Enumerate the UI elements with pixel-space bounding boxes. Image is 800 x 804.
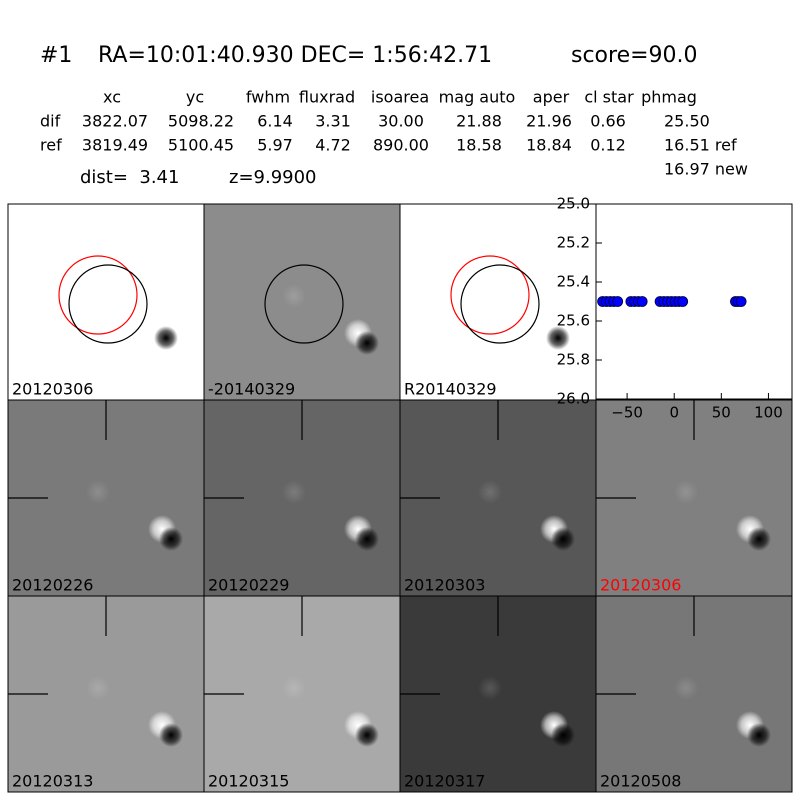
faint-source — [674, 480, 698, 504]
faint-source — [282, 480, 306, 504]
star-neg — [747, 723, 771, 747]
faint-source — [282, 284, 306, 308]
panel-label: -20140329 — [208, 380, 295, 399]
y-tick-label: 25.4 — [557, 273, 590, 291]
column-header: mag auto — [439, 88, 516, 107]
table-cell: 25.50 — [664, 112, 710, 131]
aperture-circle — [68, 264, 148, 344]
table-cell: 4.72 — [315, 136, 351, 155]
column-header: cl star — [584, 88, 634, 107]
cand-id: #1 — [40, 43, 72, 68]
point — [677, 296, 689, 307]
x-tick-label: 100 — [754, 404, 783, 422]
coords: RA=10:01:40.930 DEC= 1:56:42.71 — [98, 43, 492, 68]
table-cell: 0.12 — [590, 136, 626, 155]
star-neg — [355, 331, 379, 355]
y-tick-label: 25.8 — [557, 351, 590, 369]
star-neg — [551, 723, 575, 747]
panel-label: 20120317 — [404, 772, 485, 791]
faint-source — [478, 676, 502, 700]
table-cell: 0.66 — [590, 112, 626, 131]
panel-label: 20120226 — [12, 576, 93, 595]
table-cell: ref — [40, 136, 62, 155]
table-cell: 5098.22 — [168, 112, 234, 131]
table-cell: 18.84 — [526, 136, 572, 155]
y-tick-label: 25.2 — [557, 234, 590, 252]
star — [154, 326, 178, 350]
panel-label: 20120508 — [600, 772, 681, 791]
panel-label: 20120306 — [12, 380, 93, 399]
y-tick-label: 25.0 — [557, 195, 590, 213]
table-cell: 3.31 — [315, 112, 351, 131]
column-header: yc — [186, 88, 204, 107]
panel-label: 20120229 — [208, 576, 289, 595]
point — [636, 296, 648, 307]
star-neg — [551, 527, 575, 551]
panel-label: 20120313 — [12, 772, 93, 791]
column-header: isoarea — [371, 88, 429, 107]
dist: dist= 3.41 — [80, 167, 179, 188]
x-tick-label: 0 — [669, 404, 679, 422]
table-cell: 5100.45 — [168, 136, 234, 155]
aperture-circle — [460, 264, 540, 344]
table-cell: 18.58 — [456, 136, 502, 155]
faint-source — [282, 676, 306, 700]
table-cell: 890.00 — [373, 136, 429, 155]
star-neg — [355, 527, 379, 551]
column-header: phmag — [641, 88, 697, 107]
faint-source — [86, 480, 110, 504]
score: score=90.0 — [571, 43, 698, 68]
phmag-new: 16.97 new — [664, 160, 748, 179]
column-header: aper — [533, 88, 570, 107]
faint-source — [674, 676, 698, 700]
panel-label: R20140329 — [404, 380, 497, 399]
table-cell: 16.51 ref — [664, 136, 737, 155]
table-cell: 5.97 — [257, 136, 293, 155]
table-cell: 21.88 — [456, 112, 502, 131]
panel-label: 20120306 — [600, 576, 681, 595]
table-cell: 6.14 — [257, 112, 293, 131]
x-tick-label: −50 — [611, 404, 643, 422]
faint-source — [86, 284, 110, 308]
table-cell: 3819.49 — [82, 136, 148, 155]
table-cell: dif — [40, 112, 61, 131]
star-neg — [159, 527, 183, 551]
star-neg — [159, 723, 183, 747]
table-cell: 30.00 — [378, 112, 424, 131]
star-neg — [355, 723, 379, 747]
y-tick-label: 26.0 — [557, 390, 590, 408]
column-header: xc — [103, 88, 121, 107]
aperture-circle — [264, 264, 344, 344]
star-neg — [747, 527, 771, 551]
panel-label: 20120303 — [404, 576, 485, 595]
panel-label: 20120315 — [208, 772, 289, 791]
table-cell: 3822.07 — [82, 112, 148, 131]
plot-area — [595, 203, 793, 400]
table-cell: 21.96 — [526, 112, 572, 131]
faint-source — [478, 480, 502, 504]
star — [546, 326, 570, 350]
z: z=9.9900 — [229, 167, 317, 188]
faint-source — [478, 284, 502, 308]
x-tick-label: 50 — [712, 404, 731, 422]
point — [735, 296, 747, 307]
aperture-circle — [58, 255, 138, 335]
column-header: fwhm — [246, 88, 290, 107]
point — [612, 296, 624, 307]
faint-source — [86, 676, 110, 700]
column-header: fluxrad — [299, 88, 355, 107]
aperture-circle — [450, 255, 530, 335]
y-tick-label: 25.6 — [557, 312, 590, 330]
